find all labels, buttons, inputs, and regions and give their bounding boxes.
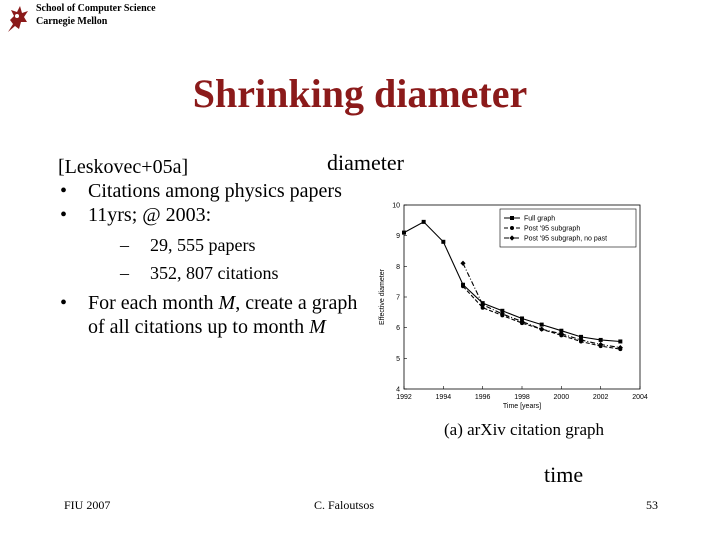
diameter-label: diameter [327,150,404,175]
y-tick-label: 7 [396,295,400,302]
data-point-series-1 [598,337,603,342]
legend-marker [510,216,514,220]
chart-caption: (a) arXiv citation graph [444,420,605,439]
y-tick-label: 10 [392,203,400,210]
school-line: School of Computer Science [36,3,156,14]
university-line: Carnegie Mellon [36,16,108,27]
bullet-italic: M [309,316,326,338]
griffin-logo-icon [8,6,28,32]
slide-body: [Leskovec+05a] Citations among physics p… [58,155,378,339]
sub-bullet-list: 29, 555 papers 352, 807 citations [88,231,378,287]
legend-box [499,208,637,248]
header: School of Computer Science Carnegie Mell… [4,2,156,36]
series-line-1 [403,221,621,343]
series-line-3 [462,263,621,349]
bullet-item: For each month M, create a graph of all … [58,291,378,339]
slide-title: Shrinking diameter [192,71,528,116]
data-point-series-2 [480,305,485,310]
footer-author: C. Faloutsos [314,498,375,512]
x-tick-label: 1996 [475,394,491,401]
bullet-item: Citations among physics papers [58,179,378,203]
sub-bullet-item: 29, 555 papers [88,231,378,259]
school-name: School of Computer Science Carnegie Mell… [36,2,156,28]
data-point-series-1 [441,239,446,244]
footer-left: FIU 2007 [64,498,111,512]
data-point-series-1 [520,316,524,321]
x-tick-label: 1992 [396,394,412,401]
data-point-series-1 [539,322,544,327]
x-tick-label: 2004 [632,394,648,401]
data-point-series-1 [618,339,623,344]
y-tick-label: 6 [396,325,400,332]
y-tick-label: 5 [396,356,400,363]
y-tick-label: 8 [396,264,400,271]
bullet-list: Citations among physics papers 11yrs; @ … [58,179,378,339]
reference: [Leskovec+05a] [58,156,189,178]
y-axis-label: Effective diameter [379,268,386,325]
diameter-chart: 1992 1994 1996 1998 2000 2002 2004 4 5 6 7 8 9 10 Time… [379,203,648,440]
data-point-series-1 [559,328,564,333]
legend-label: Post '95 subgraph, no past [524,236,607,243]
bullet-text-mid: , create a graph of all citations up to … [88,292,358,338]
data-point-series-3 [519,318,525,325]
data-point-series-1 [579,334,583,339]
x-tick-label: 1998 [514,394,530,401]
bullet-text-pre: For each month [88,292,219,314]
bullet-item: 11yrs; @ 2003: 29, 555 papers 352, 807 c… [58,203,378,287]
x-axis-label: Time [years] [503,403,541,410]
time-label: time [544,462,584,487]
page-number: 53 [646,498,658,512]
data-point-series-1 [421,219,426,224]
data-point-series-3 [460,260,466,266]
data-point-series-2 [461,284,465,289]
x-tick-label: 2002 [593,394,609,401]
data-point-series-1 [402,230,406,235]
legend-marker [510,226,514,230]
bullet-italic: M [218,292,236,314]
x-tick-label: 2000 [554,394,570,401]
sub-bullet-item: 352, 807 citations [88,259,378,287]
data-point-series-3 [539,326,545,332]
legend-marker [509,235,515,241]
legend-label: Post '95 subgraph [524,226,580,233]
legend-label: Full graph [524,216,555,223]
y-tick-label: 9 [396,233,400,240]
y-tick-label: 4 [396,387,400,394]
x-tick-label: 1994 [436,394,452,401]
bullet-text: 11yrs; @ 2003: [88,204,212,226]
data-point-series-1 [500,308,505,313]
